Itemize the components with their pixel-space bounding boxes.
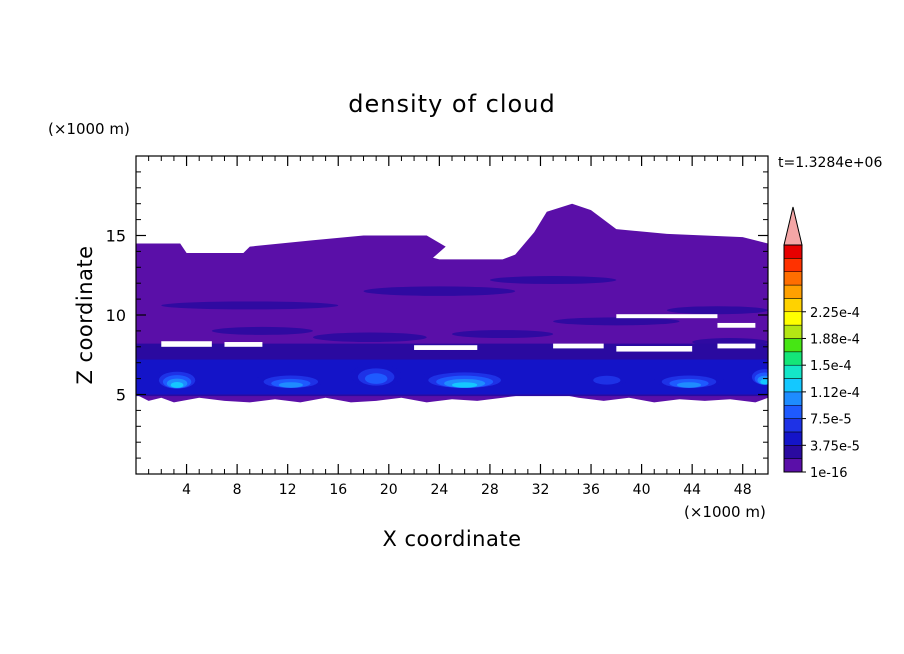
x-tick-label: 40	[633, 482, 651, 498]
colorbar-extend-arrow	[783, 206, 803, 246]
colorbar-swatch	[783, 311, 803, 326]
x-tick-label: 44	[683, 482, 701, 498]
y-axis: 5 10 15	[106, 171, 768, 459]
x-tick-label: 20	[380, 482, 398, 498]
cloud-gap	[616, 314, 718, 319]
dense-core-level-4	[364, 373, 388, 384]
density-streak	[666, 306, 768, 315]
cloud-gap	[224, 342, 263, 347]
y-tick-label: 10	[106, 306, 126, 325]
colorbar-label: 3.75e-5	[810, 439, 860, 454]
x-tick-label: 32	[532, 482, 550, 498]
colorbar-swatch	[783, 418, 803, 433]
colorbar-swatch	[783, 284, 803, 299]
colorbar-label: 1e-16	[810, 466, 848, 481]
y-axis-label: Z coordinate	[73, 245, 97, 384]
colorbar-label: 1.12e-4	[810, 386, 860, 401]
colorbar-swatch	[783, 258, 803, 272]
colorbar-swatch	[783, 458, 803, 473]
colorbar: 2.25e-4 1.88e-4 1.5e-4 1.12e-4 7.5e-5 3.75e-5…	[783, 206, 860, 481]
x-axis-label: X coordinate	[382, 527, 521, 551]
x-axis: 4 8 12 16 20 24 28 32 36 40 44 48	[148, 156, 756, 498]
dense-core-level-6	[170, 382, 184, 388]
y-tick-label: 15	[106, 227, 126, 246]
cloud-gap	[616, 346, 693, 352]
x-tick-label: 36	[582, 482, 600, 498]
cloud-gap	[414, 345, 478, 350]
colorbar-swatch	[783, 364, 803, 379]
colorbar-swatch	[783, 244, 803, 259]
colorbar-swatch	[783, 351, 803, 366]
cloud-gap	[717, 322, 756, 328]
colorbar-swatch	[783, 298, 803, 313]
density-streak	[452, 330, 554, 339]
density-streak	[161, 301, 339, 310]
colorbar-swatch	[783, 404, 803, 419]
density-streak	[363, 286, 516, 296]
dense-core-level-3	[593, 375, 621, 385]
colorbar-swatch	[783, 391, 803, 406]
density-streak	[211, 326, 313, 335]
cloud-gap	[161, 341, 212, 347]
colorbar-frame	[783, 244, 803, 473]
x-tick-label: 8	[233, 482, 242, 498]
colorbar-swatch	[783, 445, 803, 459]
colorbar-swatch	[783, 378, 803, 393]
contour-field	[136, 203, 768, 403]
x-tick-label: 12	[279, 482, 297, 498]
colorbar-swatch	[783, 338, 803, 353]
dense-core-level-6	[452, 382, 478, 388]
x-tick-label: 4	[182, 482, 191, 498]
x-tick-label: 24	[430, 482, 448, 498]
colorbar-label: 1.88e-4	[810, 332, 860, 347]
x-tick-label: 48	[734, 482, 752, 498]
colorbar-label: 1.5e-4	[810, 359, 852, 374]
x-tick-label: 28	[481, 482, 499, 498]
colorbar-swatch	[783, 271, 803, 286]
colorbar-label: 2.25e-4	[810, 306, 860, 321]
density-streak	[553, 317, 680, 326]
y-unit-label: (×1000 m)	[48, 120, 130, 138]
colorbar-swatch	[783, 324, 803, 339]
density-streak	[312, 332, 427, 343]
chart-title: density of cloud	[348, 90, 555, 118]
cloud-gap	[553, 343, 604, 349]
dense-core-level-5	[278, 382, 303, 388]
x-unit-label: (×1000 m)	[684, 503, 766, 521]
y-tick-label: 5	[116, 386, 126, 405]
dense-core-level-5	[676, 382, 702, 388]
time-label: t=1.3284e+06	[778, 155, 882, 171]
cloud-gap	[717, 343, 756, 349]
x-tick-label: 16	[329, 482, 347, 498]
dense-core-level-6	[760, 379, 768, 385]
colorbar-label: 7.5e-5	[810, 413, 852, 428]
density-streak	[489, 276, 617, 284]
colorbar-swatch	[783, 431, 803, 446]
